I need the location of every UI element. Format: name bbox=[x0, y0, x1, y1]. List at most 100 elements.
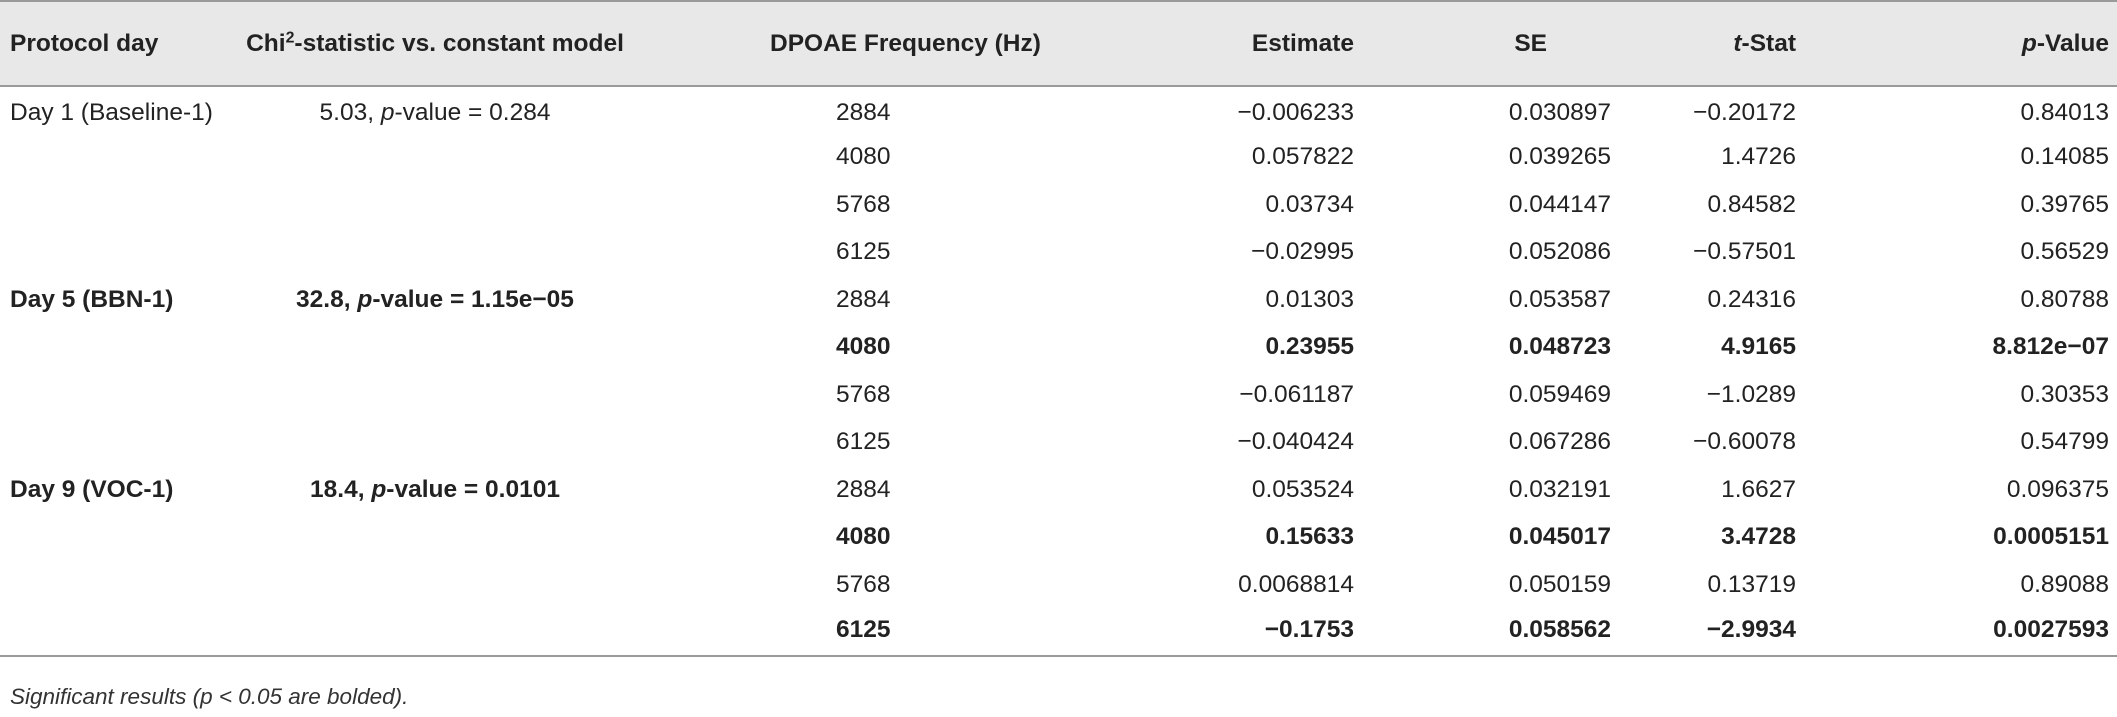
cell-se: 0.050159 bbox=[1508, 570, 1611, 598]
cell-t-stat: 1.4726 bbox=[1721, 143, 1796, 171]
cell-protocol-day: Day 1 (Baseline-1) bbox=[10, 99, 213, 127]
cell-p-value: 0.89088 bbox=[2020, 570, 2109, 598]
cell-t-stat: −0.20172 bbox=[1693, 99, 1796, 127]
cell-se: 0.048723 bbox=[1508, 333, 1611, 361]
header-chi-prefix: Chi bbox=[246, 29, 286, 57]
cell-frequency: 4080 bbox=[836, 523, 891, 551]
cell-protocol-day bbox=[0, 134, 210, 182]
chi-p-value: -value = 0.0101 bbox=[386, 475, 560, 503]
table-row: Day 9 (VOC-1) 18.4, p-value = 0.0101 2884 0… bbox=[0, 466, 2117, 514]
cell-t-stat: 0.84582 bbox=[1707, 190, 1796, 218]
cell-p-value: 0.84013 bbox=[2020, 99, 2109, 127]
cell-chi-statistic: 32.8, p-value = 1.15e−05 bbox=[210, 276, 660, 324]
cell-p-value: 0.39765 bbox=[2020, 190, 2109, 218]
cell-estimate: −0.02995 bbox=[1251, 238, 1354, 266]
cell-protocol-day bbox=[0, 561, 210, 609]
header-protocol-day: Protocol day bbox=[0, 0, 210, 87]
cell-p-value: 0.14085 bbox=[2020, 143, 2109, 171]
cell-estimate: −0.1753 bbox=[1070, 608, 1372, 657]
header-t-italic: t bbox=[1733, 29, 1742, 57]
cell-estimate: 0.01303 bbox=[1265, 285, 1354, 313]
table-row: 6125 −0.02995 0.052086 −0.57501 0.56529 bbox=[0, 229, 2117, 277]
header-chi-statistic: Chi2-statistic vs. constant model bbox=[210, 0, 660, 87]
cell-se: 0.044147 bbox=[1508, 190, 1611, 218]
cell-se: 0.039265 bbox=[1508, 143, 1611, 171]
cell-frequency: 5768 bbox=[836, 380, 891, 408]
cell-se: 0.032191 bbox=[1508, 475, 1611, 503]
cell-t-stat: −2.9934 bbox=[1619, 608, 1810, 657]
results-table-wrapper: Protocol day Chi2-statistic vs. constant… bbox=[0, 0, 2117, 657]
table-row: 4080 0.15633 0.045017 3.4728 0.0005151 bbox=[0, 514, 2117, 562]
table-row: 5768 0.0068814 0.050159 0.13719 0.89088 bbox=[0, 561, 2117, 609]
cell-protocol-day bbox=[0, 608, 210, 657]
cell-estimate: −0.061187 bbox=[1239, 380, 1354, 408]
header-se: SE bbox=[1372, 0, 1619, 87]
cell-p-value: 8.812e−07 bbox=[1992, 333, 2110, 361]
cell-se: 0.059469 bbox=[1508, 380, 1611, 408]
chi-p-label: p bbox=[357, 285, 373, 313]
header-t-stat: t-Stat bbox=[1619, 0, 1810, 87]
cell-frequency: 5768 bbox=[836, 570, 891, 598]
chi-p-label: p bbox=[380, 99, 395, 127]
cell-chi-statistic: 18.4, p-value = 0.0101 bbox=[210, 466, 660, 514]
table-row: 6125 −0.1753 0.058562 −2.9934 0.0027593 bbox=[0, 608, 2117, 657]
cell-t-stat: −0.60078 bbox=[1693, 428, 1796, 456]
cell-frequency: 6125 bbox=[836, 428, 891, 456]
cell-frequency: 6125 bbox=[836, 238, 891, 266]
chi-value: 5.03, bbox=[319, 99, 381, 127]
cell-frequency: 4080 bbox=[836, 143, 891, 171]
cell-p-value: 0.0005151 bbox=[1993, 523, 2109, 551]
cell-estimate: 0.0068814 bbox=[1238, 570, 1354, 598]
table-row: 5768 −0.061187 0.059469 −1.0289 0.30353 bbox=[0, 371, 2117, 419]
header-p-value: p-Value bbox=[1810, 0, 2117, 87]
table-row: 4080 0.057822 0.039265 1.4726 0.14085 bbox=[0, 134, 2117, 182]
cell-t-stat: 0.13719 bbox=[1707, 570, 1796, 598]
header-estimate: Estimate bbox=[1070, 0, 1372, 87]
table-row: 6125 −0.040424 0.067286 −0.60078 0.54799 bbox=[0, 419, 2117, 467]
cell-chi-statistic bbox=[210, 371, 660, 419]
header-frequency: DPOAE Frequency (Hz) bbox=[660, 0, 1070, 87]
table-header: Protocol day Chi2-statistic vs. constant… bbox=[0, 0, 2117, 87]
table-body: Day 1 (Baseline-1) 5.03, p-value = 0.284 2… bbox=[0, 86, 2117, 657]
cell-estimate: 0.057822 bbox=[1251, 143, 1354, 171]
cell-p-value: 0.30353 bbox=[2020, 380, 2109, 408]
table-row: Day 5 (BBN-1) 32.8, p-value = 1.15e−05 288… bbox=[0, 276, 2117, 324]
chi-p-value: -value = 1.15e−05 bbox=[372, 285, 574, 313]
cell-p-value: 0.56529 bbox=[2020, 238, 2109, 266]
cell-protocol-day bbox=[0, 181, 210, 229]
cell-p-value: 0.0027593 bbox=[1810, 608, 2117, 657]
cell-t-stat: −1.0289 bbox=[1706, 380, 1796, 408]
cell-protocol-day bbox=[0, 229, 210, 277]
cell-se: 0.052086 bbox=[1508, 238, 1611, 266]
header-chi-suffix: -statistic vs. constant model bbox=[294, 29, 624, 57]
cell-chi-statistic bbox=[210, 419, 660, 467]
cell-t-stat: 1.6627 bbox=[1721, 475, 1796, 503]
cell-frequency: 6125 bbox=[660, 608, 1070, 657]
header-chi-superscript: 2 bbox=[285, 28, 295, 46]
cell-estimate: 0.15633 bbox=[1265, 523, 1354, 551]
header-p-rest: -Value bbox=[2036, 29, 2109, 57]
chi-value: 32.8, bbox=[296, 285, 358, 313]
cell-p-value: 0.54799 bbox=[2020, 428, 2109, 456]
cell-frequency: 5768 bbox=[836, 190, 891, 218]
cell-se: 0.045017 bbox=[1508, 523, 1611, 551]
table-row: Day 1 (Baseline-1) 5.03, p-value = 0.284 2… bbox=[0, 86, 2117, 134]
cell-se: 0.058562 bbox=[1372, 608, 1619, 657]
table-footnote: Significant results (p < 0.05 are bolded… bbox=[10, 684, 409, 709]
cell-protocol-day bbox=[0, 514, 210, 562]
cell-p-value: 0.096375 bbox=[2006, 475, 2109, 503]
header-row: Protocol day Chi2-statistic vs. constant… bbox=[0, 0, 2117, 87]
cell-chi-statistic bbox=[210, 229, 660, 277]
cell-chi-statistic: 5.03, p-value = 0.284 bbox=[210, 86, 660, 134]
table-row: 4080 0.23955 0.048723 4.9165 8.812e−07 bbox=[0, 324, 2117, 372]
cell-t-stat: 0.24316 bbox=[1707, 285, 1796, 313]
cell-frequency: 2884 bbox=[836, 99, 891, 127]
cell-estimate: −0.006233 bbox=[1237, 99, 1355, 127]
cell-t-stat: 4.9165 bbox=[1721, 333, 1796, 361]
table-row: 5768 0.03734 0.044147 0.84582 0.39765 bbox=[0, 181, 2117, 229]
results-table: Protocol day Chi2-statistic vs. constant… bbox=[0, 0, 2117, 657]
cell-protocol-day bbox=[0, 324, 210, 372]
cell-frequency: 2884 bbox=[836, 475, 891, 503]
cell-chi-statistic bbox=[210, 134, 660, 182]
chi-p-label: p bbox=[371, 475, 387, 503]
